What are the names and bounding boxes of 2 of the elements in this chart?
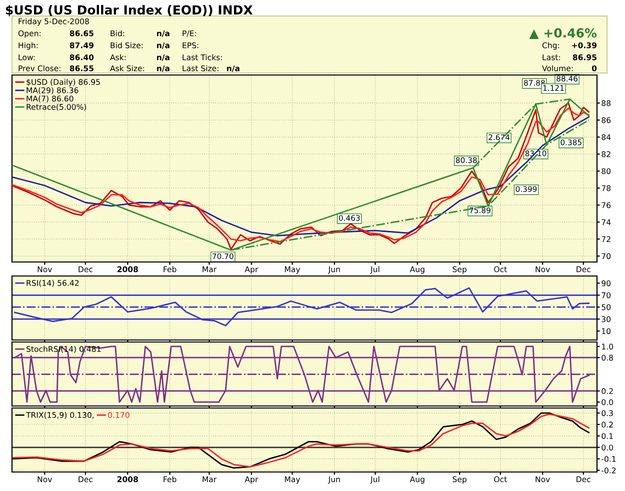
text: ▲ +0.46% xyxy=(529,28,597,39)
text: $USD (US Dollar Index (EOD)) INDX xyxy=(6,4,253,16)
